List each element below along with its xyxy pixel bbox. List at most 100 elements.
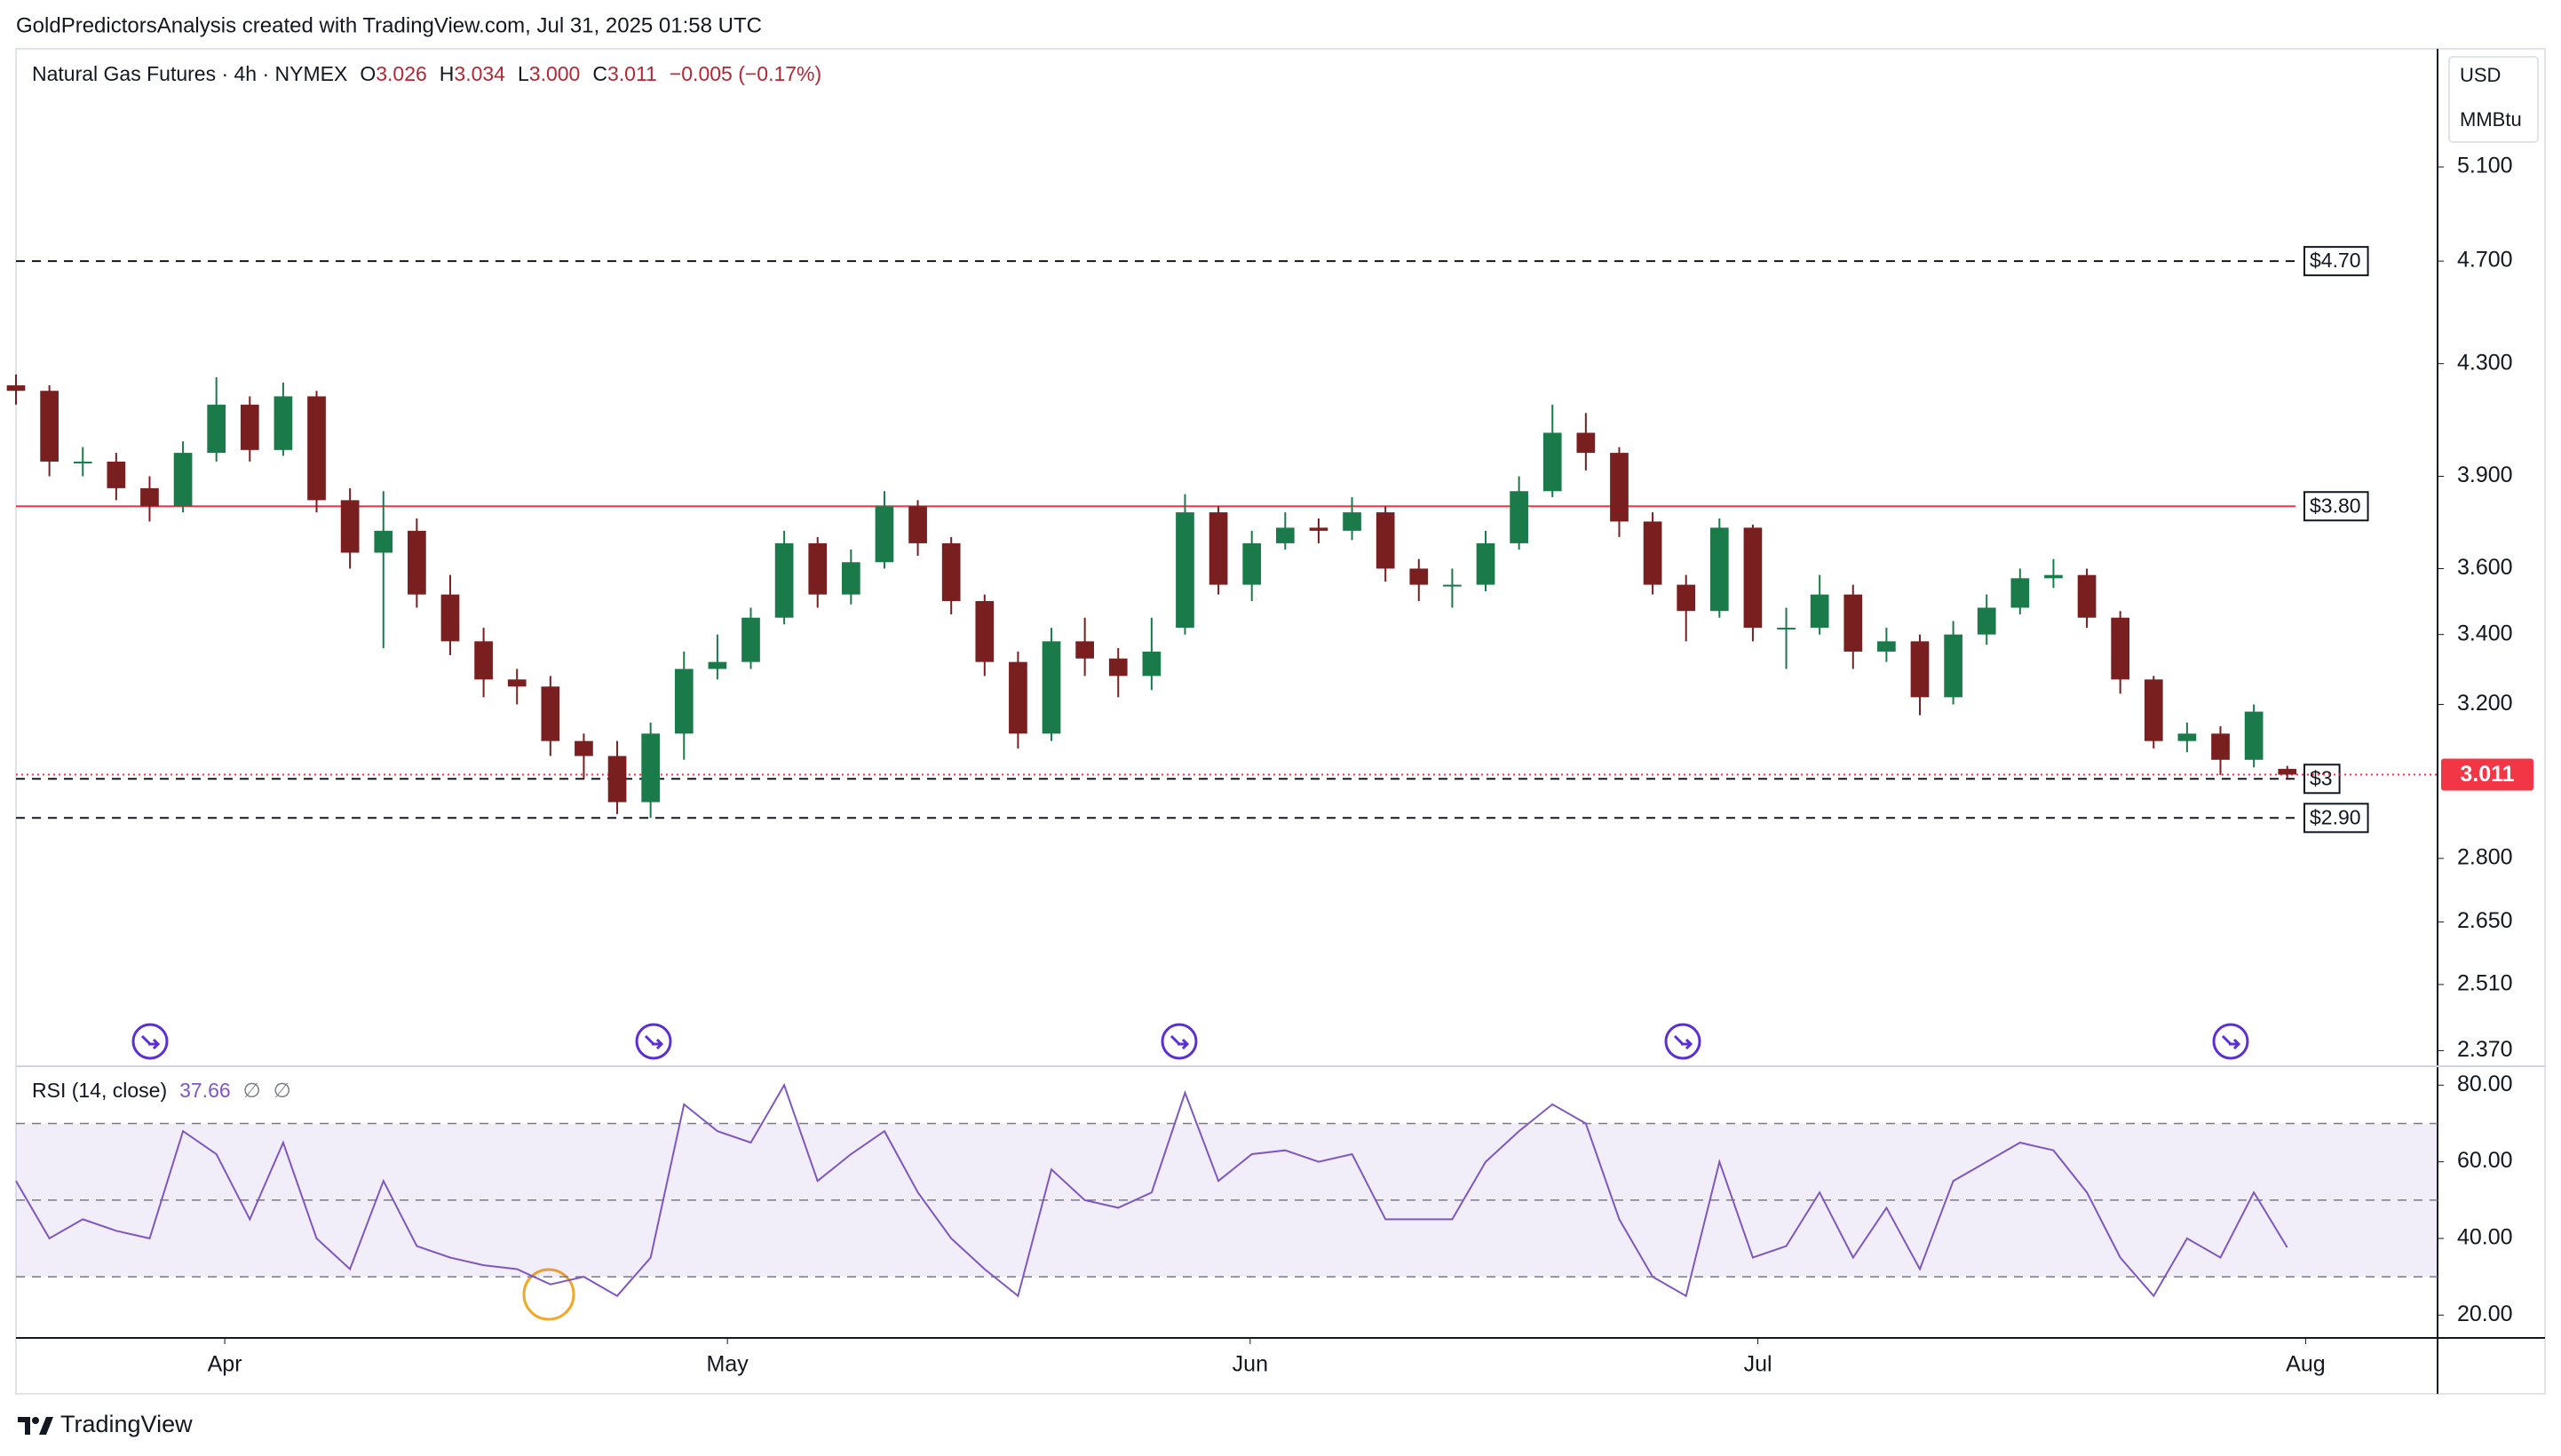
level-label-box [2303,764,2341,795]
candle-body [1376,512,1395,569]
candle-body [1009,661,1027,734]
level-label: $3.80 [2310,494,2361,517]
legend: Natural Gas Futures · 4h · NYMEX O3.026 H 3… [32,62,821,85]
candle-body [2211,733,2230,760]
rsi-band [16,1123,2438,1278]
y-tick-label: 40.00 [2457,1225,2513,1250]
frame [15,48,2546,1395]
candle-body [908,506,927,543]
rsi-line [15,1082,2288,1298]
candle-body [2010,578,2030,608]
legend-key: H [440,62,455,85]
candle-body [875,506,894,563]
candle-body [1709,527,1729,612]
y-tick-label: 2.370 [2457,1037,2513,1062]
candle-body [774,542,794,618]
y-tick-label: 3.400 [2457,621,2513,645]
last-price-box [2441,758,2533,791]
candle-body [741,617,760,662]
legend-value: 3.026 [376,62,427,85]
rsi-value: 37.66 [179,1079,231,1102]
candle-body [1075,641,1094,659]
candle-body [941,542,961,602]
legend-change: −0.005 (−0.17%) [670,62,821,85]
candle-body [1576,432,1596,454]
candle-body [2144,679,2163,741]
candle-body [1944,634,1962,698]
candle-body [73,461,92,463]
candle-body [474,641,493,680]
event-icon[interactable] [1161,1023,1198,1060]
legend-key: L [518,62,529,85]
candle-body [2177,733,2197,741]
candle-body [374,530,393,553]
candle-body [1142,651,1162,677]
candle-body [1476,542,1495,585]
legend-key: C [592,62,607,85]
candle-body [408,530,426,595]
rsi-extra: ∅ [243,1079,261,1102]
candle-body [607,756,627,803]
level-label-box [2303,491,2369,522]
y-tick-label: 20.00 [2457,1302,2513,1326]
rsi-title: RSI (14, close) [32,1079,167,1102]
candle-body [1977,607,1996,635]
candle-body [107,461,126,488]
candle-body [1677,584,1696,612]
candle-body [274,396,293,450]
y-tick-label: 4.300 [2457,350,2513,375]
x-tick-label: Aug [2286,1352,2325,1377]
candle-body [1610,453,1629,522]
candle-body [1510,491,1528,543]
candle-body [307,396,326,501]
footer-logo [18,1417,53,1435]
x-tick-label: May [707,1352,749,1377]
candle-body [708,661,727,669]
candle-body [1176,512,1194,629]
event-icon[interactable] [1664,1023,1701,1060]
legend-title: Natural Gas Futures · 4h · NYMEX [32,62,347,85]
candle-body [1777,628,1796,630]
rsi-legend: RSI (14, close) 37.66 ∅ ∅ [32,1079,291,1102]
event-icon[interactable] [131,1023,169,1060]
candle-body [1309,527,1328,531]
level-label-box [2303,246,2369,277]
candle-body [975,601,995,662]
candle-body [1275,527,1295,543]
event-icons[interactable] [131,1023,2249,1060]
candle-body [808,542,828,595]
rsi-extra: ∅ [274,1079,291,1102]
y-tick-label: 2.800 [2457,844,2513,869]
footer: TradingView [60,1411,193,1437]
legend-value: 3.011 [607,62,657,85]
candle-body [507,679,527,687]
event-icon[interactable] [2212,1023,2249,1060]
y-tick-label: 5.100 [2457,154,2513,178]
x-tick-label: Jul [1744,1352,1772,1377]
highlight-circle [522,1268,575,1321]
level-label: $3 [2310,766,2333,789]
legend-key: O [360,62,376,85]
candle-body [575,740,593,756]
candle-body [1343,512,1361,531]
level-label-box [2303,803,2369,834]
candle-body [641,733,661,803]
y-tick-label: 3.600 [2457,555,2513,580]
currency-box [2448,56,2539,143]
y-tick-label: 3.200 [2457,691,2513,716]
candle-body [2077,574,2097,618]
candle-body [2044,574,2063,579]
candle-body [40,391,59,462]
level-label: $4.70 [2310,249,2361,272]
candle-body [1409,568,1429,585]
candle-body [1910,641,1930,698]
level-label: $2.90 [2310,805,2361,828]
candle-body [1843,594,1863,652]
candle-body [2278,769,2297,775]
last-price-label: 3.011 [2460,762,2514,787]
y-tick-label: 3.900 [2457,463,2513,487]
event-icon[interactable] [635,1023,672,1060]
